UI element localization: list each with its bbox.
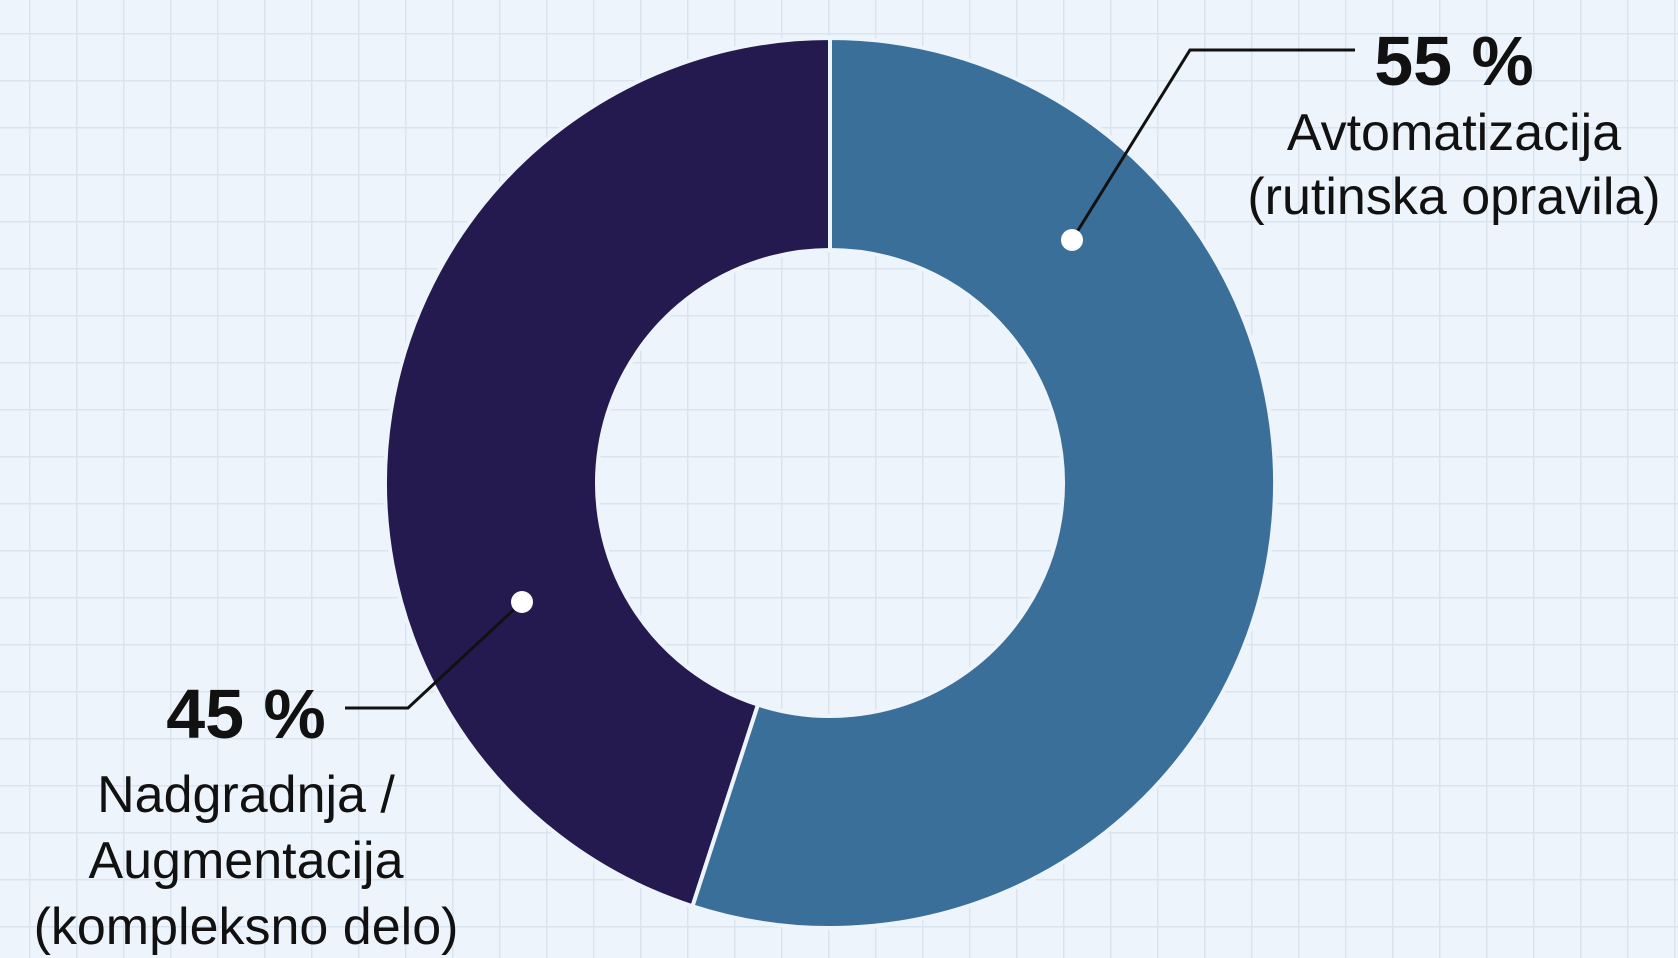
slices-layer	[383, 35, 1277, 930]
slice-value-automation: 55 %	[1374, 22, 1534, 100]
slice-automation	[689, 35, 1277, 930]
slice-label-augmentation-line2: Augmentacija	[88, 832, 403, 890]
callout-dot-augmentation	[511, 591, 533, 613]
slice-label-augmentation-line1: Nadgradnja /	[97, 766, 395, 824]
callout-line-automation	[1070, 48, 1355, 241]
callout-dot-automation	[1061, 229, 1083, 251]
slice-label-automation-line2: (rutinska opravila)	[1247, 168, 1660, 226]
slice-augmentation	[383, 35, 832, 909]
callouts-layer: 55 % Avtomatizacija (rutinska opravila) …	[34, 22, 1661, 956]
slice-value-augmentation: 45 %	[166, 675, 326, 753]
slice-label-augmentation-line3: (kompleksno delo)	[34, 898, 459, 956]
callout-line-augmentation	[345, 600, 524, 710]
slice-label-automation-line1: Avtomatizacija	[1287, 104, 1621, 162]
